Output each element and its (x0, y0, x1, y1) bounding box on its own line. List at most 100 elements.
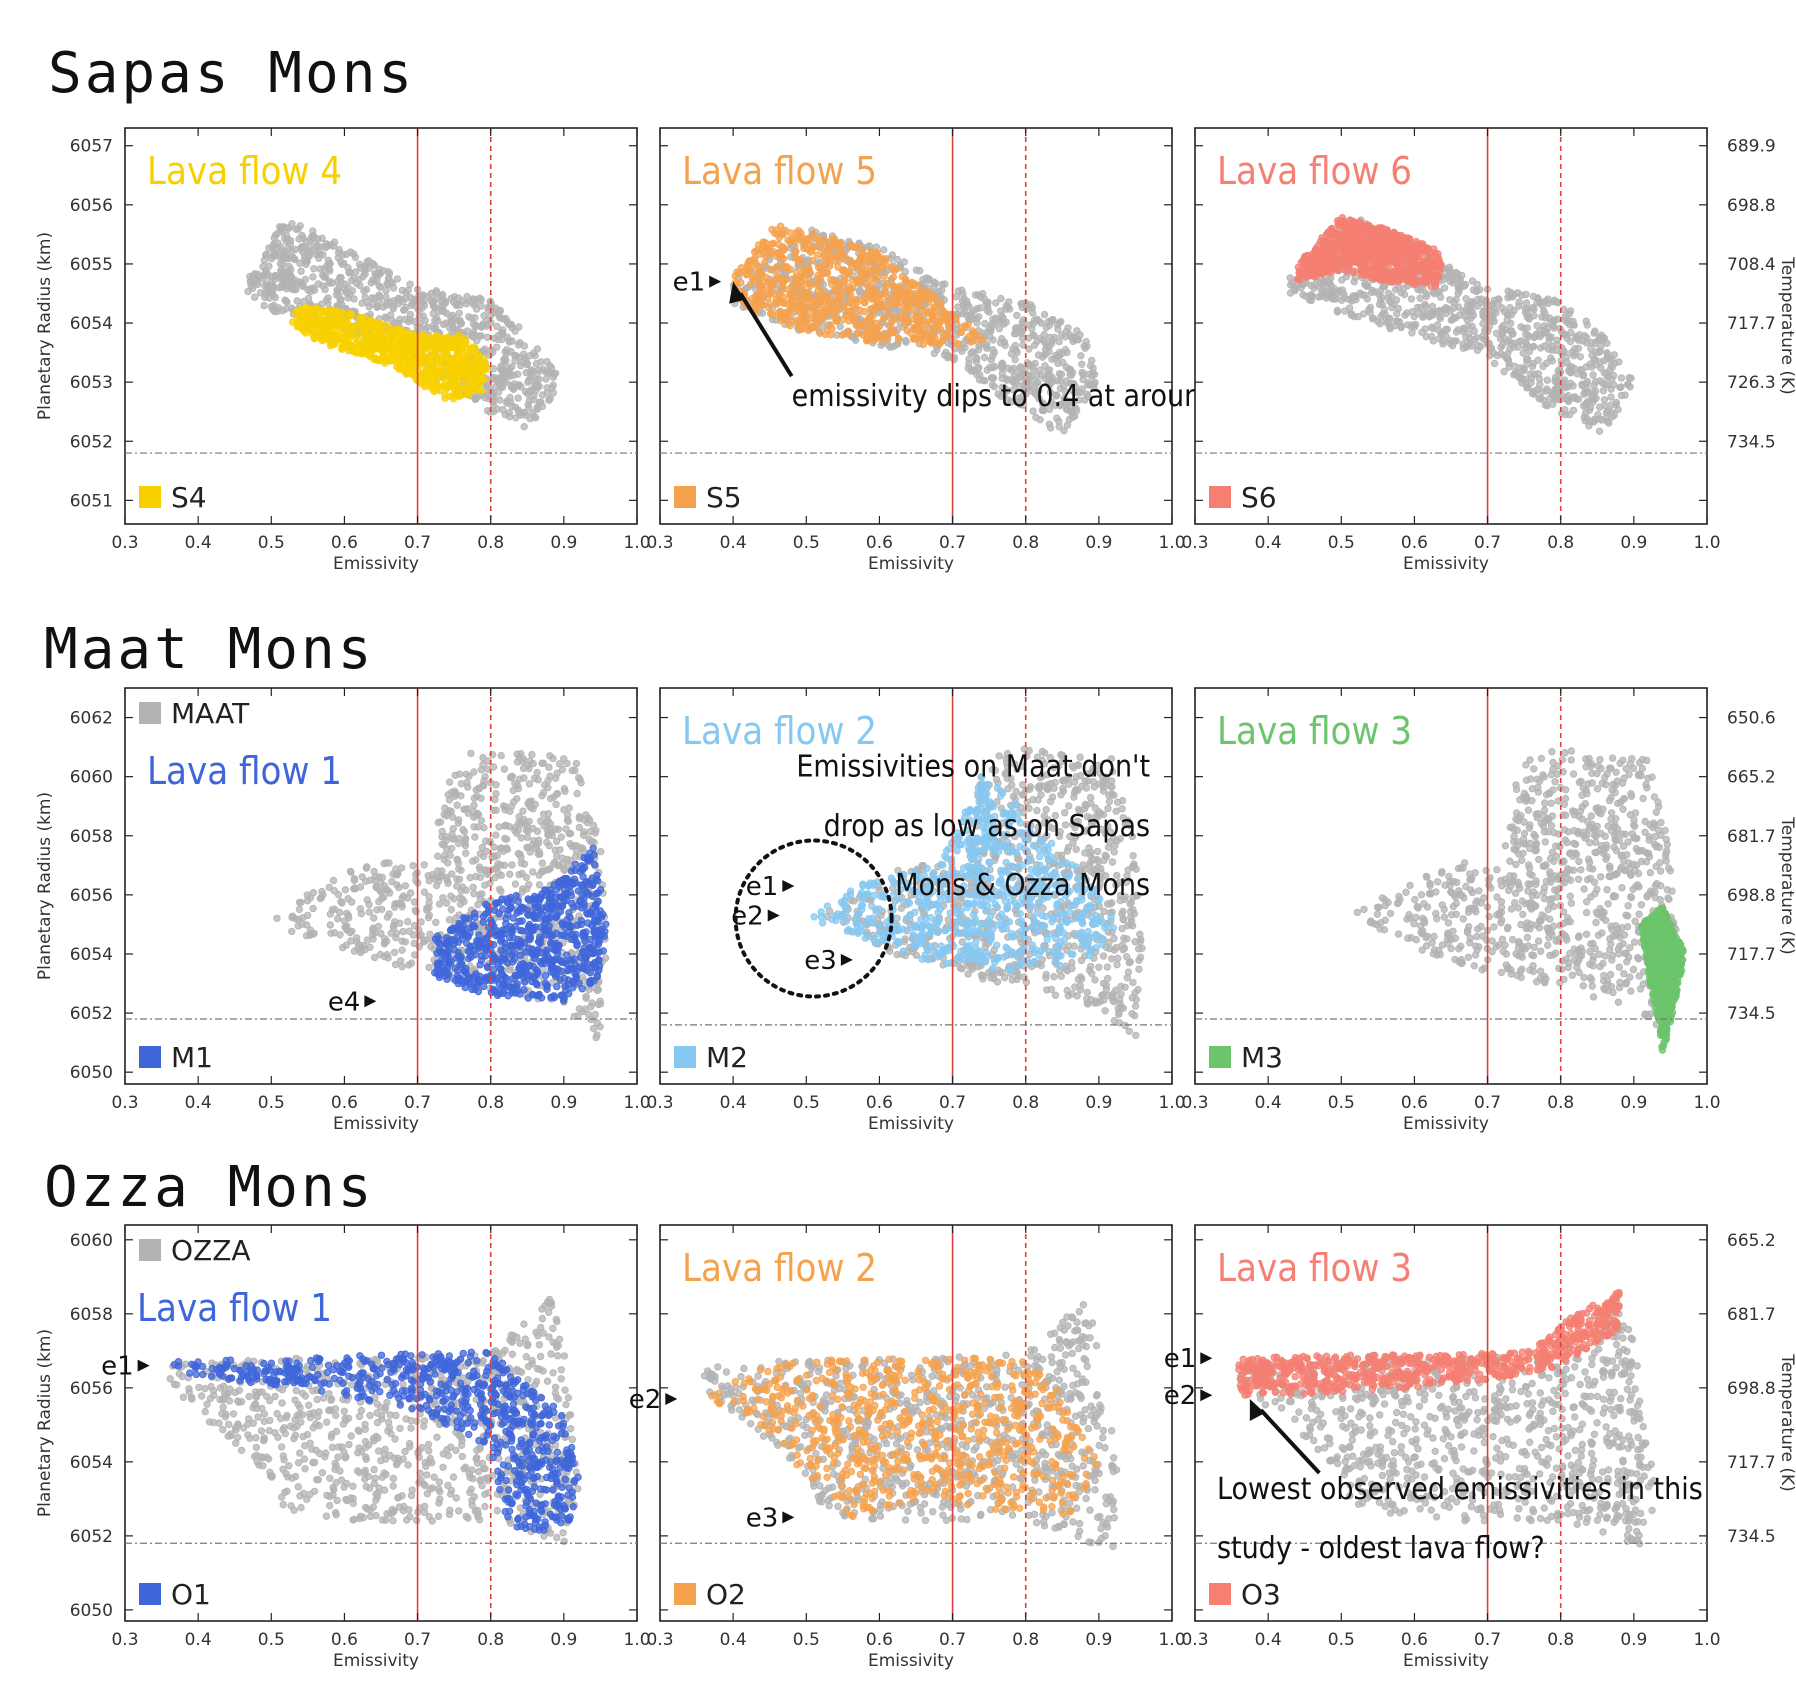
series-point (809, 322, 817, 330)
series-point (1344, 262, 1352, 271)
background-point (1507, 288, 1515, 297)
series-point (445, 372, 454, 381)
y2-tick-label: 698.8 (1727, 196, 1776, 216)
series-point (442, 349, 450, 357)
background-point (362, 263, 370, 271)
series-point (1308, 270, 1316, 278)
y2-tick-label: 734.5 (1727, 432, 1776, 452)
legend-swatch (139, 486, 161, 508)
series-point (764, 303, 773, 312)
series-point (786, 289, 795, 297)
x-tick-label: 0.4 (185, 533, 212, 553)
background-point (387, 278, 395, 287)
background-point (1543, 376, 1552, 384)
background-point (1469, 311, 1478, 320)
background-point (1612, 398, 1621, 407)
background-point (980, 353, 989, 362)
series-point (464, 391, 473, 399)
background-point (997, 294, 1005, 303)
background-point (1401, 311, 1409, 319)
background-point (268, 282, 277, 290)
series-point (351, 333, 359, 342)
series-point (808, 256, 817, 265)
series-point (1326, 227, 1334, 236)
background-point (1013, 311, 1021, 320)
series-point (360, 328, 369, 337)
series-point (800, 244, 808, 253)
background-point (1450, 304, 1458, 312)
series-point (300, 313, 308, 321)
background-point (493, 322, 501, 331)
series-point (1371, 275, 1379, 283)
series-point (366, 350, 375, 359)
series-point (827, 331, 835, 339)
background-point (1572, 332, 1580, 341)
series-point (887, 263, 896, 272)
background-point (1469, 299, 1477, 307)
background-point (1564, 392, 1572, 400)
series-point (749, 276, 758, 284)
background-point (1400, 284, 1408, 293)
series-point (889, 273, 897, 281)
series-point (457, 352, 465, 360)
series-point (298, 325, 306, 333)
background-point (1446, 277, 1454, 286)
point-label: e1 (673, 268, 706, 298)
series-point (1350, 267, 1359, 275)
series-point (788, 236, 797, 244)
background-point (262, 250, 270, 259)
background-point (1536, 381, 1544, 389)
background-point (1048, 336, 1057, 345)
series-point (816, 308, 824, 317)
series-point (743, 265, 752, 274)
series-point (325, 322, 334, 330)
background-point (531, 380, 539, 388)
panel-S6: 0.3 0.4 0.5 0.6 0.7 0.8 0.9 1.0Emissivity689.96… (1181, 127, 1796, 574)
background-point (1055, 337, 1063, 346)
series-point (775, 248, 784, 257)
background-point (537, 398, 545, 406)
background-point (1046, 424, 1055, 432)
background-point (758, 309, 767, 317)
background-point (1320, 291, 1329, 299)
background-point (261, 288, 269, 297)
series-point (311, 309, 319, 317)
background-point (1583, 388, 1591, 396)
background-point (1541, 401, 1550, 409)
series-point (1309, 259, 1317, 268)
background-point (1499, 321, 1508, 330)
series-point (916, 293, 924, 301)
series-point (449, 395, 458, 403)
series-point (882, 282, 890, 290)
series-point (886, 328, 894, 337)
background-point (516, 339, 524, 347)
background-point (1000, 320, 1008, 328)
series-point (908, 292, 917, 301)
series-point (910, 280, 918, 289)
series-point (1403, 245, 1411, 253)
series-point (874, 273, 882, 282)
series-point (851, 296, 859, 304)
x-axis-label: Emissivity (1403, 554, 1489, 574)
series-point (1316, 268, 1325, 277)
background-point (517, 383, 525, 391)
background-point (541, 368, 549, 376)
series-point (1300, 254, 1308, 262)
row-title-maat: Maat Mons (44, 617, 374, 682)
series-point (1383, 273, 1392, 282)
background-point (508, 324, 516, 332)
y2-tick-label: 689.9 (1727, 137, 1776, 157)
background-point (1065, 365, 1073, 374)
series-point (937, 300, 945, 308)
series-point (1294, 275, 1303, 283)
series-point (900, 293, 909, 301)
background-point (1407, 295, 1416, 303)
background-point (346, 248, 355, 256)
background-point (1563, 334, 1571, 342)
series-point (864, 287, 872, 295)
background-point (1088, 356, 1096, 365)
series-point (881, 260, 890, 269)
background-point (524, 390, 532, 398)
background-point (1479, 332, 1487, 340)
series-point (777, 310, 785, 318)
